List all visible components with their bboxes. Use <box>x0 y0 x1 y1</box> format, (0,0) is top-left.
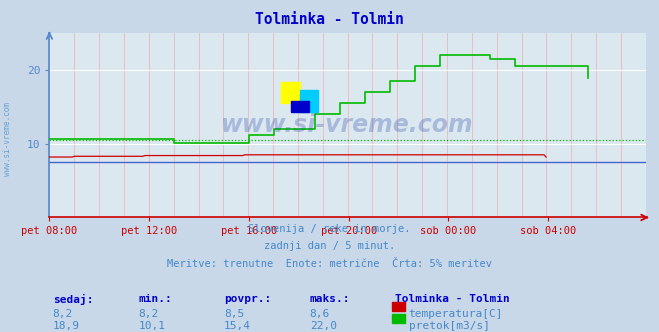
Text: min.:: min.: <box>138 294 172 304</box>
Text: Slovenija / reke in morje.: Slovenija / reke in morje. <box>248 224 411 234</box>
Text: 10,1: 10,1 <box>138 321 165 331</box>
Text: Tolminka - Tolmin: Tolminka - Tolmin <box>395 294 510 304</box>
Text: 8,6: 8,6 <box>310 309 330 319</box>
Text: 18,9: 18,9 <box>53 321 80 331</box>
Text: zadnji dan / 5 minut.: zadnji dan / 5 minut. <box>264 241 395 251</box>
Text: pretok[m3/s]: pretok[m3/s] <box>409 321 490 331</box>
Text: 8,5: 8,5 <box>224 309 244 319</box>
Text: www.si-vreme.com: www.si-vreme.com <box>3 103 13 176</box>
Text: 15,4: 15,4 <box>224 321 251 331</box>
Text: 8,2: 8,2 <box>138 309 159 319</box>
Text: www.si-vreme.com: www.si-vreme.com <box>221 113 474 137</box>
Text: 22,0: 22,0 <box>310 321 337 331</box>
Text: Meritve: trenutne  Enote: metrične  Črta: 5% meritev: Meritve: trenutne Enote: metrične Črta: … <box>167 259 492 269</box>
Text: sedaj:: sedaj: <box>53 294 93 305</box>
Text: temperatura[C]: temperatura[C] <box>409 309 503 319</box>
Text: Tolminka - Tolmin: Tolminka - Tolmin <box>255 12 404 27</box>
Text: povpr.:: povpr.: <box>224 294 272 304</box>
Text: 8,2: 8,2 <box>53 309 73 319</box>
Text: maks.:: maks.: <box>310 294 350 304</box>
